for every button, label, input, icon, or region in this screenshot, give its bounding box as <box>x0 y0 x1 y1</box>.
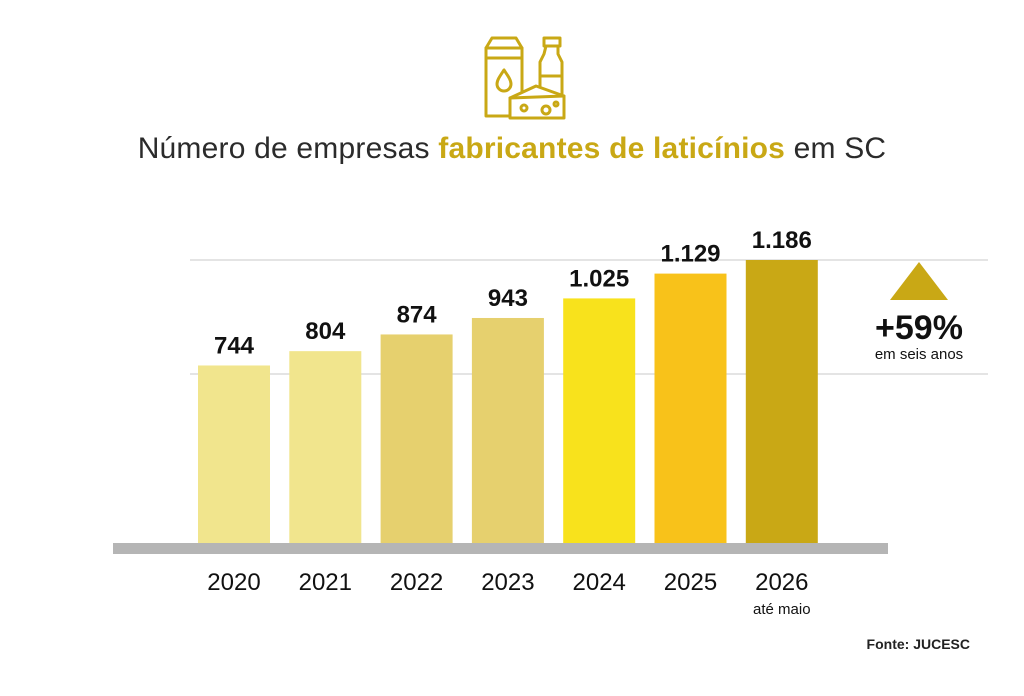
up-triangle-icon <box>890 262 948 300</box>
value-label: 874 <box>397 301 438 328</box>
value-label: 804 <box>305 318 346 345</box>
x-tick-label: 2023 <box>481 569 534 596</box>
value-label: 943 <box>488 285 528 312</box>
value-label: 1.186 <box>752 227 812 254</box>
chart-title: Número de empresas fabricantes de laticí… <box>0 132 1024 166</box>
x-tick-labels: 2020 2021 2022 2023 2024 2025 2026 até maio <box>207 569 810 618</box>
dairy-products-icon <box>480 36 572 124</box>
value-label: 1.129 <box>660 241 720 268</box>
x-tick-label: 2022 <box>390 569 443 596</box>
x-tick-label: 2021 <box>299 569 352 596</box>
x-tick-label: 2020 <box>207 569 260 596</box>
bar-2026 <box>745 260 818 543</box>
x-tick-note: até maio <box>753 601 811 618</box>
x-tick-label: 2026 <box>755 569 808 596</box>
growth-badge: +59% em seis anos <box>850 262 988 364</box>
value-labels: 744 804 874 943 1.025 1.129 1.186 <box>214 227 812 359</box>
x-tick-label: 2025 <box>664 569 717 596</box>
title-highlight: fabricantes de laticínios <box>438 132 786 165</box>
x-tick-label: 2024 <box>573 569 626 596</box>
title-part-1: Número de empresas <box>137 132 439 165</box>
bar-2024 <box>563 298 636 543</box>
value-label: 1.025 <box>569 265 629 292</box>
bar-2025 <box>654 273 727 543</box>
bar-2020 <box>198 365 270 543</box>
x-axis-baseline <box>113 543 888 554</box>
bar-2021 <box>289 351 362 543</box>
title-part-2: em SC <box>785 132 887 165</box>
growth-percent: +59% <box>875 309 963 347</box>
value-label: 744 <box>214 332 255 359</box>
bar-2022 <box>380 334 453 543</box>
bar-2023 <box>471 317 544 543</box>
source-note: Fonte: JUCESC <box>866 636 970 652</box>
bars <box>198 260 818 543</box>
growth-caption: em seis anos <box>874 346 964 363</box>
